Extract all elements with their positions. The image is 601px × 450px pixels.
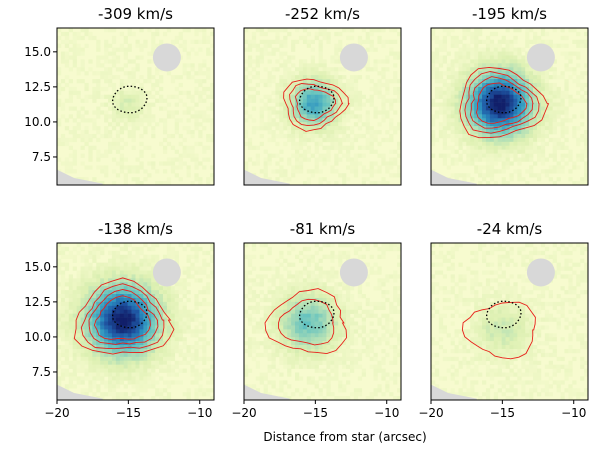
y-tick-label: 7.5: [32, 365, 51, 379]
edge-mask: [57, 384, 103, 400]
panel-5: -81 km/s −20 −15 −10: [231, 220, 402, 420]
panel-title: -24 km/s: [477, 220, 543, 238]
panel-title: -252 km/s: [285, 5, 360, 23]
panel-frame: [56, 242, 215, 401]
x-tick-label: −15: [116, 406, 141, 420]
y-tick-label: 15.0: [24, 260, 51, 274]
x-tick-label: −15: [303, 406, 328, 420]
y-tick-label: 7.5: [32, 150, 51, 164]
x-tick-label: −10: [561, 406, 586, 420]
panel-1: -309 km/s 7.5 10.0 12.5 15.0: [24, 5, 215, 186]
panel-title: -138 km/s: [98, 220, 173, 238]
panel-2: -252 km/s: [243, 5, 402, 186]
edge-mask: [57, 169, 103, 185]
panel-6: -24 km/s −20 −15 −10: [418, 220, 589, 420]
star-mask: [526, 43, 555, 72]
emission-contour: [73, 277, 175, 355]
panel-title: -309 km/s: [98, 5, 173, 23]
panel-frame: [430, 27, 589, 186]
panel-3: -195 km/s: [430, 5, 589, 186]
panel-title: -81 km/s: [290, 220, 356, 238]
reference-contour: [111, 85, 148, 114]
emission-contour: [88, 289, 159, 345]
edge-mask: [431, 384, 477, 400]
x-tick-label: −20: [231, 406, 256, 420]
panel-frame: [56, 27, 215, 186]
x-tick-label: −15: [490, 406, 515, 420]
edge-mask: [244, 384, 290, 400]
panel-frame: [243, 27, 402, 186]
reference-contour: [298, 300, 335, 329]
panel-image: [57, 28, 214, 185]
star-mask: [152, 258, 181, 287]
panel-title: -195 km/s: [472, 5, 547, 23]
emission-contour: [80, 283, 165, 350]
x-tick-label: −20: [418, 406, 443, 420]
reference-contour: [485, 85, 522, 114]
y-tick-label: 12.5: [24, 80, 51, 94]
y-tick-label: 10.0: [24, 330, 51, 344]
panel-frame: [243, 242, 402, 401]
edge-mask: [244, 169, 290, 185]
star-mask: [152, 43, 181, 72]
panel-image: [244, 28, 401, 185]
emission-contour: [459, 66, 550, 139]
reference-contour: [485, 300, 522, 329]
panel-4: -138 km/s 7.5 10.0 12.5 15.0 −20 −15 −10: [24, 220, 215, 420]
emission-contour: [289, 83, 344, 127]
emission-contour: [294, 88, 337, 121]
reference-contour: [298, 85, 335, 114]
x-tick-label: −10: [374, 406, 399, 420]
reference-contour: [111, 300, 148, 329]
y-tick-label: 10.0: [24, 115, 51, 129]
y-tick-label: 15.0: [24, 45, 51, 59]
x-tick-label: −10: [187, 406, 212, 420]
emission-contour: [469, 76, 534, 129]
panels-layer: -309 km/s 7.5 10.0 12.5 15.0 -252 km/s -195 km…: [24, 5, 589, 420]
panel-image: [431, 243, 588, 400]
emission-contour: [264, 288, 348, 355]
panel-image: [244, 243, 401, 400]
emission-contour: [283, 78, 350, 132]
emission-contour: [476, 82, 528, 124]
panel-image: [57, 243, 214, 400]
emission-contour: [464, 71, 540, 134]
panel-frame: [430, 242, 589, 401]
star-mask: [339, 43, 368, 72]
x-tick-label: −20: [44, 406, 69, 420]
edge-mask: [431, 169, 477, 185]
emission-contour: [93, 295, 151, 340]
star-mask: [526, 258, 555, 287]
y-tick-label: 12.5: [24, 295, 51, 309]
panel-image: [431, 28, 588, 185]
star-mask: [339, 258, 368, 287]
emission-contour: [461, 301, 536, 360]
x-axis-label: Distance from star (arcsec): [263, 430, 426, 444]
